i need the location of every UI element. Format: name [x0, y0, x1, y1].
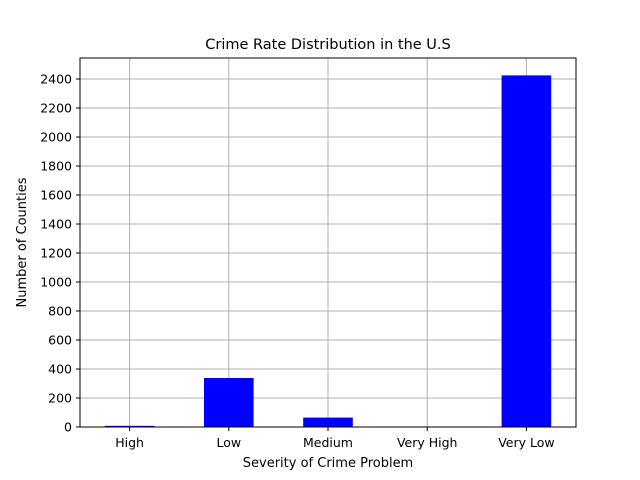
- y-tick-label: 1800: [40, 159, 72, 174]
- y-axis-label: Number of Counties: [15, 177, 30, 307]
- bars: [104, 75, 552, 428]
- x-tick-label: Low: [216, 435, 241, 450]
- bar-medium: [303, 417, 353, 427]
- y-tick-label: 2000: [40, 130, 72, 145]
- bar-low: [204, 377, 254, 427]
- y-tick-label: 400: [48, 362, 72, 377]
- x-axis: High Low Medium Very High Very Low: [115, 427, 555, 450]
- y-tick-label: 800: [48, 304, 72, 319]
- y-tick-label: 200: [48, 391, 72, 406]
- x-tick-label: Very Low: [498, 435, 554, 450]
- y-tick-label: 2400: [40, 72, 72, 87]
- x-tick-label: High: [115, 435, 144, 450]
- chart-title: Crime Rate Distribution in the U.S: [205, 37, 451, 53]
- y-tick-label: 1600: [40, 188, 72, 203]
- bar-high: [104, 425, 155, 427]
- x-axis-label: Severity of Crime Problem: [243, 456, 413, 471]
- x-tick-label: Very High: [397, 435, 458, 450]
- bar-very-low: [501, 75, 552, 428]
- y-tick-label: 1200: [40, 246, 72, 261]
- x-tick-label: Medium: [303, 435, 353, 450]
- y-axis: 0 200 400 600 800 1000 1200 1400 1600 1800 2000 220…: [40, 72, 80, 435]
- y-tick-label: 2200: [40, 101, 72, 116]
- y-tick-label: 1000: [40, 275, 72, 290]
- y-tick-label: 0: [64, 420, 72, 435]
- y-tick-label: 600: [48, 333, 72, 348]
- y-tick-label: 1400: [40, 217, 72, 232]
